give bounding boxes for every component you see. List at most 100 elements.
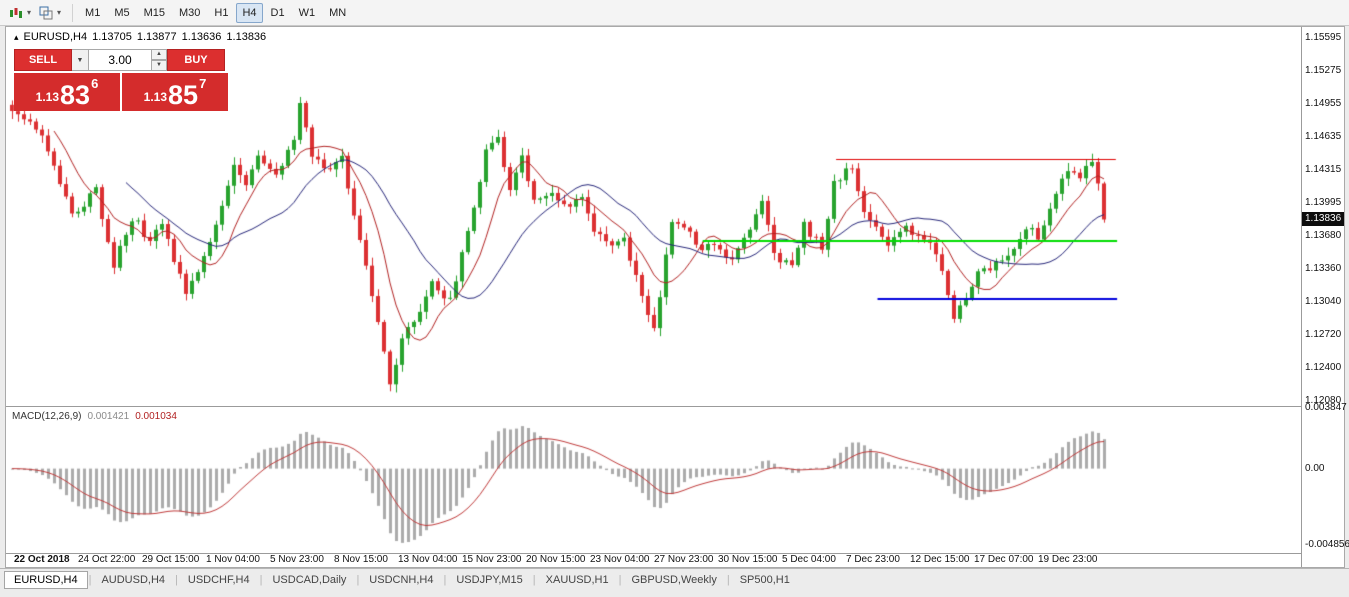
time-axis-label: 12 Dec 15:00 (910, 554, 970, 565)
sell-price-pipette: 6 (91, 76, 99, 91)
timeframe-button-w1[interactable]: W1 (293, 3, 322, 23)
time-axis-label: 22 Oct 2018 (14, 554, 70, 565)
time-axis-label: 19 Dec 23:00 (1038, 554, 1098, 565)
toolbar-divider (72, 3, 74, 22)
current-price-badge: 1.13836 (1302, 212, 1344, 227)
timeframe-button-mn[interactable]: MN (323, 3, 352, 23)
ohlc-open: 1.13705 (92, 31, 132, 43)
price-axis-label: 1.14315 (1305, 164, 1342, 176)
buy-button[interactable]: BUY (167, 49, 225, 71)
time-axis-label: 17 Dec 07:00 (974, 554, 1034, 565)
indicators-icon[interactable] (36, 4, 56, 22)
chart-tab-sp500[interactable]: SP500,H1 (739, 573, 790, 586)
time-axis-label: 24 Oct 22:00 (78, 554, 136, 565)
trade-prices-row: 1.13 83 6 1.13 85 7 (14, 73, 228, 111)
timeframe-button-h1[interactable]: H1 (208, 3, 234, 23)
timeframe-button-m5[interactable]: M5 (108, 3, 135, 23)
sell-options-dropdown[interactable]: ▼ (72, 49, 89, 71)
chart-tab-usdchf[interactable]: USDCHF,H4 (187, 573, 250, 586)
tab-separator: | (175, 573, 178, 586)
price-axis-label: 1.12080 (1305, 394, 1342, 406)
time-axis-label: 13 Nov 04:00 (398, 554, 458, 565)
price-axis[interactable]: 1.13836 1.15595 1.15275 1.14955 1.14635 1.14… (1301, 27, 1349, 567)
time-axis-label: 23 Nov 04:00 (590, 554, 650, 565)
pane-divider[interactable] (6, 406, 1344, 407)
price-axis-label: 1.13360 (1305, 262, 1342, 274)
tab-separator: | (259, 573, 263, 586)
ohlc-close: 1.13836 (226, 31, 267, 43)
sell-button[interactable]: SELL (14, 49, 72, 71)
timeframe-button-group: M1 M5 M15 M30 H1 H4 D1 W1 MN (79, 2, 354, 23)
chevron-down-icon[interactable]: ▾ (27, 8, 32, 17)
macd-indicator-canvas[interactable] (6, 407, 1301, 553)
ohlc-low: 1.13636 (181, 31, 222, 43)
candlestick-chart-glyph (10, 7, 22, 18)
buy-price-big-digits: 85 (168, 80, 199, 110)
tab-separator: | (443, 573, 447, 586)
price-axis-label: 1.15275 (1305, 64, 1342, 76)
timeframe-button-m1[interactable]: M1 (79, 3, 106, 23)
price-axis-label: 1.13040 (1305, 295, 1342, 307)
chart-tab-eurusd[interactable]: EURUSD,H4 (4, 570, 88, 589)
volume-decrease-button[interactable]: ▼ (152, 60, 167, 71)
macd-axis-label: -0.004856 (1305, 538, 1349, 550)
chart-tab-usdcnh[interactable]: USDCNH,H4 (369, 573, 434, 586)
chart-type-icon[interactable] (6, 4, 26, 22)
chart-tab-audusd[interactable]: AUDUSD,H4 (101, 573, 166, 586)
chart-tab-gbpusd[interactable]: GBPUSD,Weekly (631, 573, 717, 586)
time-axis-label: 29 Oct 15:00 (142, 554, 200, 565)
trade-controls-row: SELL ▼ ▲ ▼ BUY (14, 49, 228, 71)
tab-separator: | (532, 573, 536, 586)
time-axis[interactable]: 22 Oct 2018 24 Oct 22:00 29 Oct 15:00 1 Nov… (6, 554, 1301, 567)
macd-axis-label: 0.00 (1305, 462, 1325, 474)
macd-main-value: 0.001421 (87, 411, 130, 422)
top-toolbar: ▾ ▾ M1 M5 M15 M30 H1 H4 D1 W1 MN (0, 0, 1349, 26)
time-axis-label: 30 Nov 15:00 (718, 554, 778, 565)
layers-glyph (39, 6, 53, 19)
sell-price-display[interactable]: 1.13 83 6 (14, 73, 120, 111)
time-axis-label: 5 Nov 23:00 (270, 554, 324, 565)
price-axis-label: 1.15595 (1305, 31, 1342, 43)
ohlc-high: 1.13877 (136, 31, 177, 43)
volume-increase-button[interactable]: ▲ (152, 49, 167, 60)
macd-name: MACD(12,26,9) (12, 411, 82, 422)
time-axis-label: 8 Nov 15:00 (334, 554, 388, 565)
buy-price-prefix: 1.13 (143, 90, 168, 104)
one-click-trading-panel: SELL ▼ ▲ ▼ BUY 1.13 83 6 1.13 85 7 (14, 49, 228, 111)
chart-tab-usdcad[interactable]: USDCAD,Daily (272, 573, 347, 586)
volume-stepper: ▲ ▼ (152, 49, 167, 71)
tab-separator: | (356, 573, 360, 586)
chevron-down-icon[interactable]: ▾ (57, 8, 62, 17)
sell-price-prefix: 1.13 (35, 90, 60, 104)
chart-tab-usdjpy[interactable]: USDJPY,M15 (456, 573, 523, 586)
chart-symbol-label: EURUSD,H4 (23, 31, 88, 43)
timeframe-button-m15[interactable]: M15 (138, 3, 171, 23)
time-axis-label: 15 Nov 23:00 (462, 554, 522, 565)
timeframe-button-h4[interactable]: H4 (236, 2, 263, 23)
volume-input[interactable] (89, 49, 152, 71)
time-axis-label: 20 Nov 15:00 (526, 554, 586, 565)
time-axis-label: 27 Nov 23:00 (654, 554, 714, 565)
price-axis-label: 1.12720 (1305, 328, 1342, 340)
tab-separator: | (88, 573, 92, 586)
timeframe-button-m30[interactable]: M30 (173, 3, 206, 23)
macd-indicator-label: MACD(12,26,9) 0.001421 0.001034 (12, 411, 177, 422)
tab-separator: | (618, 573, 622, 586)
chart-tab-xauusd[interactable]: XAUUSD,H1 (545, 573, 609, 586)
price-axis-label: 1.12400 (1305, 361, 1342, 373)
timeframe-button-d1[interactable]: D1 (265, 3, 291, 23)
tab-separator: | (726, 573, 730, 586)
price-axis-label: 1.13995 (1305, 197, 1342, 209)
buy-price-pipette: 7 (199, 76, 207, 91)
price-axis-label: 1.14955 (1305, 97, 1342, 109)
price-axis-label: 1.14635 (1305, 130, 1342, 142)
buy-price-display[interactable]: 1.13 85 7 (122, 73, 228, 111)
chart-ohlc-header: ▴ EURUSD,H4 1.13705 1.13877 1.13636 1.13… (14, 31, 266, 43)
time-axis-label: 5 Dec 04:00 (782, 554, 836, 565)
time-axis-label: 1 Nov 04:00 (206, 554, 260, 565)
macd-signal-value: 0.001034 (135, 411, 177, 422)
macd-axis-label: 0.003847 (1305, 402, 1347, 414)
chart-tab-bar: EURUSD,H4 | AUDUSD,H4 | USDCHF,H4 | USDCAD,Dai… (0, 568, 1349, 590)
pane-divider[interactable] (6, 553, 1344, 554)
chart-window: ▴ EURUSD,H4 1.13705 1.13877 1.13636 1.13… (5, 26, 1349, 568)
